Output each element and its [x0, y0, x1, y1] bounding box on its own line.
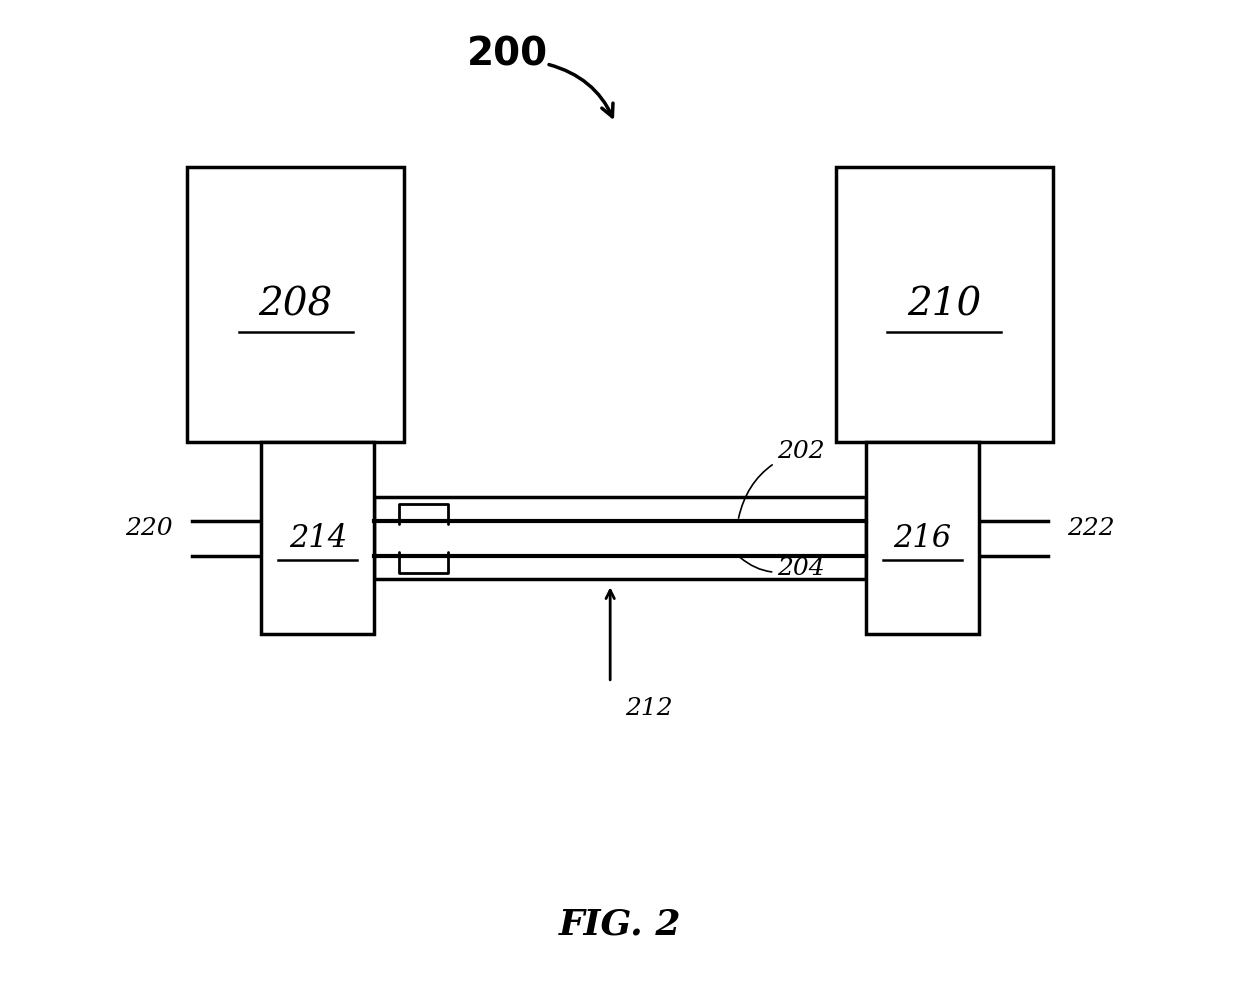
Bar [187, 167, 404, 442]
Text: 210: 210 [908, 286, 982, 323]
Text: 222: 222 [1068, 517, 1115, 540]
Bar [262, 442, 374, 634]
Text: 214: 214 [289, 523, 347, 553]
Bar [866, 442, 978, 634]
Text: 202: 202 [739, 439, 825, 518]
Text: 208: 208 [258, 286, 332, 323]
Bar [836, 167, 1053, 442]
Text: 216: 216 [893, 523, 951, 553]
Text: 212: 212 [625, 698, 672, 721]
Text: 220: 220 [125, 517, 172, 540]
Text: 200: 200 [466, 35, 548, 73]
Bar [374, 497, 866, 580]
Text: 204: 204 [740, 556, 825, 580]
Text: FIG. 2: FIG. 2 [559, 907, 681, 941]
